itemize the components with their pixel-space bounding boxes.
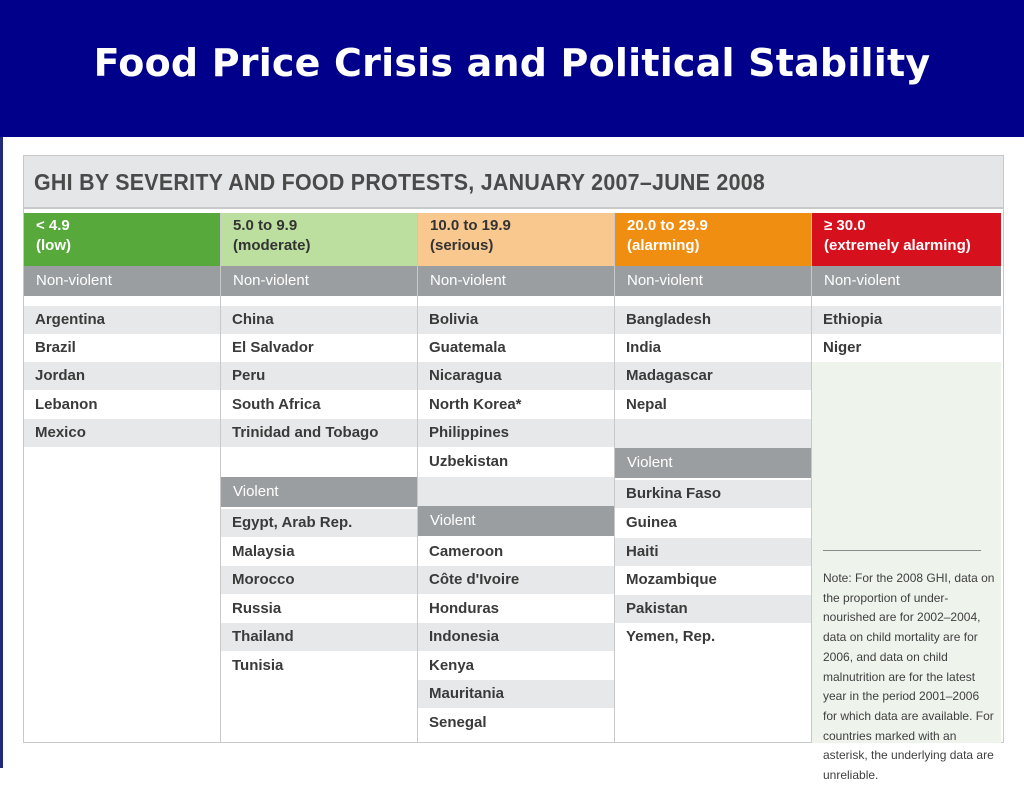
column-header-serious: 10.0 to 19.9 (serious) [418, 213, 614, 266]
country-row: Pakistan [615, 595, 811, 623]
country-row: Jordan [24, 362, 220, 390]
subheader-non-violent: Non-violent [615, 266, 811, 296]
country-row: Kenya [418, 652, 614, 680]
figure-title: GHI BY SEVERITY AND FOOD PROTESTS, JANUA… [34, 169, 766, 195]
country-row: Yemen, Rep. [615, 623, 811, 651]
ghi-figure: GHI BY SEVERITY AND FOOD PROTESTS, JANUA… [23, 155, 1004, 782]
country-row: Malaysia [221, 538, 417, 566]
country-row: Haiti [615, 538, 811, 566]
figure-title-bar: GHI BY SEVERITY AND FOOD PROTESTS, JANUA… [24, 156, 1003, 209]
country-row: El Salvador [221, 334, 417, 362]
subheader-violent: Violent [615, 448, 811, 478]
severity-range: ≥ 30.0 [824, 217, 866, 234]
note-divider [823, 550, 981, 551]
subheader-non-violent: Non-violent [221, 266, 417, 296]
subheader-non-violent: Non-violent [24, 266, 220, 296]
subheader-violent: Violent [418, 506, 614, 536]
column-alarming: 20.0 to 29.9 (alarming) Non-violent Bang… [615, 213, 812, 743]
severity-label: (low) [36, 237, 71, 254]
country-row: Bolivia [418, 306, 614, 334]
country-row: Mozambique [615, 566, 811, 594]
country-row: Nepal [615, 391, 811, 419]
country-row: Morocco [221, 566, 417, 594]
country-row: Philippines [418, 419, 614, 447]
country-row: Russia [221, 595, 417, 623]
severity-range: < 4.9 [36, 217, 70, 234]
column-serious: 10.0 to 19.9 (serious) Non-violent Boliv… [418, 213, 615, 743]
column-header-moderate: 5.0 to 9.9 (moderate) [221, 213, 417, 266]
country-row: Indonesia [418, 623, 614, 651]
slide-left-border [0, 137, 3, 768]
country-row: India [615, 334, 811, 362]
country-row: Egypt, Arab Rep. [221, 509, 417, 537]
column-moderate: 5.0 to 9.9 (moderate) Non-violent China … [221, 213, 418, 743]
country-row: Trinidad and Tobago [221, 419, 417, 447]
country-row: Bangladesh [615, 306, 811, 334]
spacer [24, 296, 220, 306]
severity-label: (extremely alarming) [824, 237, 971, 254]
country-row: Honduras [418, 595, 614, 623]
column-header-low: < 4.9 (low) [24, 213, 220, 266]
country-row: Lebanon [24, 391, 220, 419]
country-row: Uzbekistan [418, 448, 614, 476]
country-row: Madagascar [615, 362, 811, 390]
severity-label: (moderate) [233, 237, 311, 254]
country-row: Burkina Faso [615, 480, 811, 508]
country-row: Ethiopia [812, 306, 1001, 334]
subheader-non-violent: Non-violent [418, 266, 614, 296]
note-background [812, 362, 1001, 743]
column-low: < 4.9 (low) Non-violent Argentina Brazil… [24, 213, 221, 743]
country-row: Mauritania [418, 680, 614, 708]
country-row: Guinea [615, 509, 811, 537]
figure-note: Note: For the 2008 GHI, data on the prop… [823, 571, 995, 783]
country-row: Thailand [221, 623, 417, 651]
subheader-violent: Violent [221, 477, 417, 507]
country-row: Guatemala [418, 334, 614, 362]
severity-label: (alarming) [627, 237, 700, 254]
country-row: Tunisia [221, 652, 417, 680]
country-row: South Africa [221, 391, 417, 419]
column-extremely-alarming: ≥ 30.0 (extremely alarming) Non-violent … [812, 213, 1001, 782]
country-row: Brazil [24, 334, 220, 362]
country-row: North Korea* [418, 391, 614, 419]
severity-range: 5.0 to 9.9 [233, 217, 298, 234]
column-header-extremely-alarming: ≥ 30.0 (extremely alarming) [812, 213, 1001, 266]
subheader-non-violent: Non-violent [812, 266, 1001, 296]
country-row: Côte d'Ivoire [418, 566, 614, 594]
severity-label: (serious) [430, 237, 494, 254]
country-row: Niger [812, 334, 1001, 362]
country-row: Argentina [24, 306, 220, 334]
slide-title: Food Price Crisis and Political Stabilit… [93, 40, 931, 85]
country-row: Senegal [418, 709, 614, 737]
country-row: Nicaragua [418, 362, 614, 390]
column-header-alarming: 20.0 to 29.9 (alarming) [615, 213, 811, 266]
spacer [418, 477, 614, 506]
severity-range: 10.0 to 19.9 [430, 217, 511, 234]
severity-range: 20.0 to 29.9 [627, 217, 708, 234]
country-row: Peru [221, 362, 417, 390]
country-row: China [221, 306, 417, 334]
country-row: Cameroon [418, 538, 614, 566]
spacer [615, 419, 811, 448]
slide-header: Food Price Crisis and Political Stabilit… [0, 0, 1024, 137]
country-row: Mexico [24, 419, 220, 447]
